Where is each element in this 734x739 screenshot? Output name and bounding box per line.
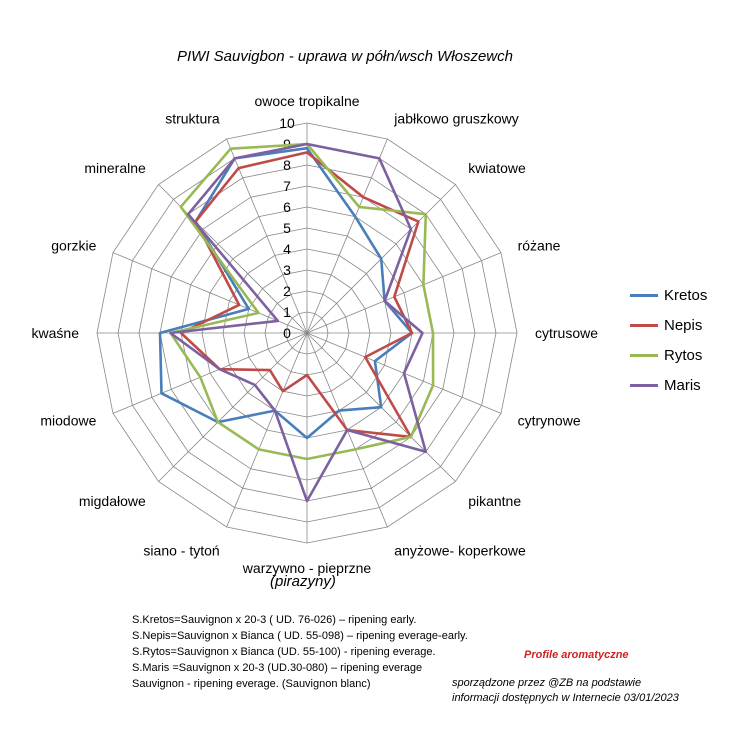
credit-line: sporządzone przez @ZB na podstawie bbox=[452, 677, 642, 689]
grid-spoke bbox=[306, 252, 502, 334]
legend-label-rytos: Rytos bbox=[664, 346, 703, 364]
axis-label: jabłkowo gruszkowy bbox=[393, 110, 519, 126]
legend-label-maris: Maris bbox=[664, 376, 701, 394]
axis-label: siano - tytoń bbox=[143, 543, 219, 559]
radial-tick-label: 0 bbox=[283, 325, 291, 341]
axis-label: gorzkie bbox=[51, 238, 96, 254]
legend: Kretos Nepis Rytos Maris bbox=[630, 280, 707, 400]
radial-tick-label: 7 bbox=[283, 178, 291, 194]
axis-label: mineralne bbox=[84, 160, 146, 176]
axis-label: pikantne bbox=[468, 493, 521, 509]
axis-label: struktura bbox=[165, 110, 220, 126]
radial-tick-label: 8 bbox=[283, 157, 291, 173]
grid-spoke bbox=[226, 332, 308, 528]
axis-label: cytrynowe bbox=[518, 412, 581, 428]
legend-item-nepis: Nepis bbox=[630, 310, 707, 340]
credit-note: sporządzone przez @ZB na podstawie infor… bbox=[452, 676, 679, 706]
legend-swatch-rytos bbox=[630, 353, 658, 357]
legend-swatch-maris bbox=[630, 383, 658, 387]
series-line-rytos bbox=[169, 142, 435, 461]
grid-spoke bbox=[306, 138, 388, 334]
grid-spoke bbox=[112, 332, 308, 414]
radial-tick-label: 10 bbox=[279, 115, 295, 131]
grid-spoke bbox=[226, 138, 308, 334]
note-line: S.Kretos=Sauvignon x 20-3 ( UD. 76-026) … bbox=[132, 614, 417, 626]
axis-label: kwiatowe bbox=[468, 160, 526, 176]
legend-item-maris: Maris bbox=[630, 370, 707, 400]
radial-tick-label: 6 bbox=[283, 199, 291, 215]
note-line: Sauvignon - ripening everage. (Sauvignon… bbox=[132, 678, 371, 690]
credit-line: informacji dostępnych w Internecie 03/01… bbox=[452, 692, 679, 704]
legend-swatch-nepis bbox=[630, 323, 658, 327]
profile-label: Profile aromatyczne bbox=[524, 649, 629, 661]
radial-tick-label: 4 bbox=[283, 241, 291, 257]
note-line: S.Nepis=Sauvignon x Bianca ( UD. 55-098)… bbox=[132, 630, 468, 642]
legend-item-kretos: Kretos bbox=[630, 280, 707, 310]
grid-spoke bbox=[158, 332, 308, 482]
chart-title: PIWI Sauvigbon - uprawa w półn/wsch Włos… bbox=[177, 48, 513, 65]
axis-label: anyżowe- koperkowe bbox=[394, 543, 526, 559]
series-line-kretos bbox=[158, 146, 414, 440]
variety-notes: S.Kretos=Sauvignon x 20-3 ( UD. 76-026) … bbox=[132, 612, 468, 692]
axis-label: kwaśne bbox=[32, 325, 80, 341]
radial-tick-label: 2 bbox=[283, 283, 291, 299]
axis-label: cytrusowe bbox=[535, 325, 598, 341]
legend-item-rytos: Rytos bbox=[630, 340, 707, 370]
grid-spoke bbox=[112, 252, 308, 334]
note-line: S.Maris =Sauvignon x 20-3 (UD.30-080) – … bbox=[132, 662, 423, 674]
series-line-maris bbox=[169, 142, 428, 503]
axis-label: warzywno - pieprzne bbox=[242, 560, 372, 576]
axis-label: miodowe bbox=[40, 412, 96, 428]
radial-tick-label: 3 bbox=[283, 262, 291, 278]
series-line-nepis bbox=[179, 151, 420, 439]
axis-label: owoce tropikalne bbox=[254, 93, 359, 109]
axis-label: różane bbox=[518, 238, 561, 254]
axis-subnote: (pirazyny) bbox=[270, 573, 336, 590]
radial-tick-label: 1 bbox=[283, 304, 291, 320]
legend-label-nepis: Nepis bbox=[664, 316, 703, 334]
axis-label: migdałowe bbox=[79, 493, 146, 509]
legend-label-kretos: Kretos bbox=[664, 286, 708, 304]
note-line: S.Rytos=Sauvignon x Bianca (UD. 55-100) … bbox=[132, 646, 436, 658]
legend-swatch-kretos bbox=[630, 293, 658, 297]
radial-tick-label: 5 bbox=[283, 220, 291, 236]
